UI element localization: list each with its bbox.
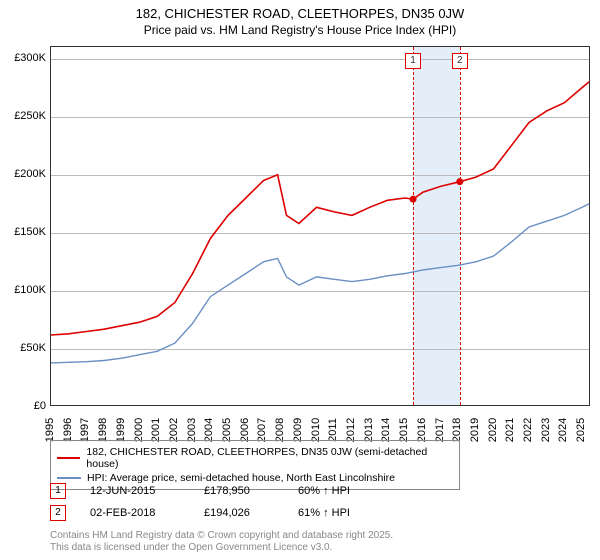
footer: Contains HM Land Registry data © Crown c… <box>50 530 393 554</box>
sale-pct: 61% ↑ HPI <box>298 507 350 519</box>
sale-pct: 60% ↑ HPI <box>298 485 350 497</box>
plot-box: 12 <box>50 46 590 406</box>
sale-price: £194,026 <box>204 507 274 519</box>
sale-marker: 2 <box>50 505 66 521</box>
legend-swatch <box>57 477 81 479</box>
legend-label: 182, CHICHESTER ROAD, CLEETHORPES, DN35 … <box>86 446 453 470</box>
sale-marker: 1 <box>50 483 66 499</box>
legend-swatch <box>57 457 80 459</box>
footer-line: Contains HM Land Registry data © Crown c… <box>50 530 393 542</box>
chart-subtitle: Price paid vs. HM Land Registry's House … <box>0 21 600 37</box>
sale-date: 12-JUN-2015 <box>90 485 180 497</box>
sale-price: £178,950 <box>204 485 274 497</box>
sale-date: 02-FEB-2018 <box>90 507 180 519</box>
legend-item: 182, CHICHESTER ROAD, CLEETHORPES, DN35 … <box>57 445 453 471</box>
chart-title: 182, CHICHESTER ROAD, CLEETHORPES, DN35 … <box>0 0 600 21</box>
sales-table: 1 12-JUN-2015 £178,950 60% ↑ HPI 2 02-FE… <box>50 480 350 524</box>
footer-line: This data is licensed under the Open Gov… <box>50 542 393 554</box>
sale-row: 2 02-FEB-2018 £194,026 61% ↑ HPI <box>50 502 350 524</box>
line-chart-svg <box>51 47 591 407</box>
chart-area: 12 £0£50K£100K£150K£200K£250K£300K 19951… <box>50 46 590 406</box>
sale-row: 1 12-JUN-2015 £178,950 60% ↑ HPI <box>50 480 350 502</box>
